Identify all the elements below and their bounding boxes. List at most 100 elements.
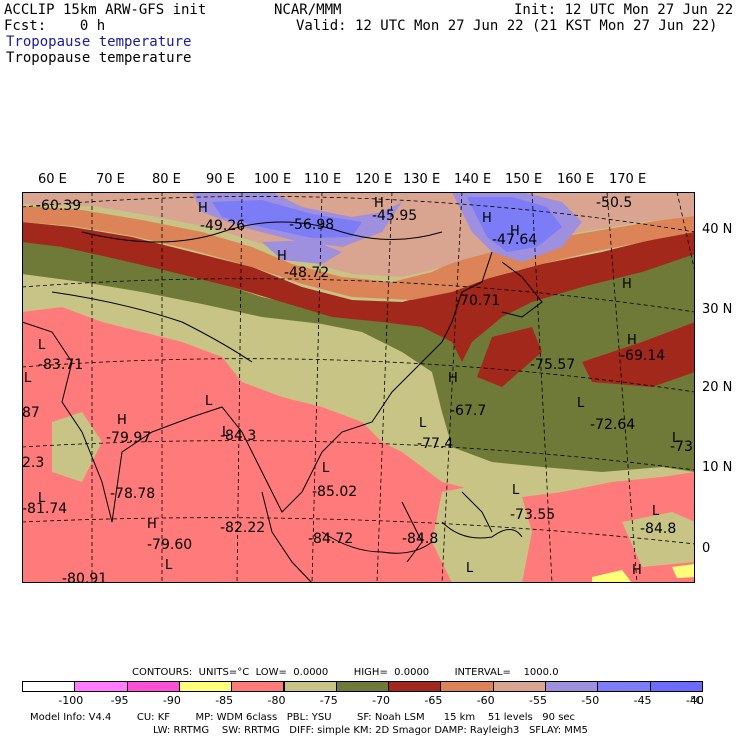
colorbar-label: -55 xyxy=(529,694,547,707)
colorbar-label: -40 xyxy=(685,694,704,707)
low-marker: L xyxy=(222,425,230,440)
temperature-label: -73.55 xyxy=(510,507,555,523)
colorbar-swatch xyxy=(74,681,128,692)
temperature-label: -84.8 xyxy=(402,531,438,547)
temperature-label: -75.57 xyxy=(530,357,575,373)
temperature-label: -79.60 xyxy=(147,537,192,553)
temperature-label: 2.3 xyxy=(22,455,44,471)
colorbar-label: -75 xyxy=(319,694,338,707)
forecast-hour: Fcst: 0 h xyxy=(4,18,106,34)
high-marker: H xyxy=(510,224,520,239)
colorbar-swatch xyxy=(22,681,76,692)
temperature-label: -67.7 xyxy=(450,403,486,419)
colorbar-swatch xyxy=(126,681,180,692)
low-marker: L xyxy=(165,558,173,573)
latitude-label: 10 N xyxy=(702,460,733,475)
colorbar-swatch xyxy=(231,681,285,692)
longitude-label: 140 E xyxy=(454,172,492,187)
field-title: Tropopause temperature xyxy=(6,50,192,66)
high-marker: H xyxy=(482,211,492,226)
colorbar-swatch xyxy=(492,681,546,692)
model-info-line: Model Info: V4.4 CU: KF MP: WDM 6class P… xyxy=(30,712,576,723)
high-marker: H xyxy=(622,277,632,292)
temperature-label: -45.95 xyxy=(372,208,417,224)
temperature-label: -73 xyxy=(670,439,693,455)
field-45-region xyxy=(212,200,362,238)
low-marker: L xyxy=(672,431,680,446)
longitude-label: 80 E xyxy=(152,172,181,187)
colorbar-swatch xyxy=(178,681,233,692)
temperature-label: -85.02 xyxy=(312,484,357,500)
colorbar-swatch xyxy=(545,681,599,692)
temperature-label: -84.8 xyxy=(640,521,676,537)
low-marker: L xyxy=(419,416,427,431)
temperature-label: -84.72 xyxy=(308,531,353,547)
longitude-label: 130 E xyxy=(403,172,441,187)
temperature-label: -48.72 xyxy=(284,265,329,281)
colorbar-label: -50 xyxy=(581,694,600,707)
colorbar-swatch xyxy=(388,681,442,692)
high-marker: H xyxy=(627,333,637,348)
longitude-label: 70 E xyxy=(96,172,125,187)
valid-time: Valid: 12 UTC Mon 27 Jun 22 (21 KST Mon … xyxy=(296,18,718,34)
low-marker: L xyxy=(322,461,330,476)
longitude-label: 110 E xyxy=(304,172,342,187)
colorbar-label: -95 xyxy=(110,694,129,707)
coastlines xyxy=(22,221,543,583)
colorbar-label: -85 xyxy=(215,694,234,707)
longitude-label: 150 E xyxy=(505,172,543,187)
temperature-label: -83.71 xyxy=(38,357,83,373)
field-65-region xyxy=(22,222,695,362)
high-marker: H xyxy=(147,517,157,532)
temperature-label: -72.64 xyxy=(590,417,635,433)
low-marker: L xyxy=(205,394,213,409)
temperature-label: -82.22 xyxy=(220,520,265,536)
longitude-label: 170 E xyxy=(609,172,647,187)
low-marker: L xyxy=(652,504,660,519)
temperature-label: -49.26 xyxy=(200,218,245,234)
longitude-label: 120 E xyxy=(355,172,393,187)
temperature-label: -78.78 xyxy=(110,486,155,502)
value-labels: -60.39 -49.26 -56.98 -45.95 -50.5 -47.64 -48.7… xyxy=(22,195,693,583)
latitude-label: 0 xyxy=(702,541,711,556)
temperature-label: -69.14 xyxy=(620,348,665,364)
center-label: NCAR/MMM xyxy=(274,2,342,18)
high-low-markers: H H H H H H H H H H H L L L L L L L L L L L L L xyxy=(24,196,680,578)
high-marker: H xyxy=(448,371,458,386)
high-marker: H xyxy=(277,249,287,264)
model-title: ACCLIP 15km ARW-GFS init xyxy=(4,2,207,18)
colorbar-swatch xyxy=(597,681,651,692)
colorbar-label: -80 xyxy=(267,694,286,707)
longitude-label: 160 E xyxy=(557,172,595,187)
colorbar-label: -45 xyxy=(633,694,652,707)
colorbar-label: -65 xyxy=(424,694,443,707)
colorbar-label: -90 xyxy=(162,694,181,707)
longitude-label: 100 E xyxy=(254,172,292,187)
colorbar-label: -60 xyxy=(476,694,495,707)
tropopause-temperature-map: -60.39 -49.26 -56.98 -45.95 -50.5 -47.64 -48.7… xyxy=(22,192,695,583)
latitude-label: 20 N xyxy=(702,380,733,395)
temperature-label: -50.5 xyxy=(596,195,632,211)
longitude-label: 90 E xyxy=(206,172,235,187)
high-marker: H xyxy=(632,563,642,578)
high-marker: H xyxy=(117,413,127,428)
field-85-region xyxy=(592,570,632,583)
temperature-label: -60.39 xyxy=(36,198,81,214)
colorbar-label: -100 xyxy=(58,694,84,707)
temperature-label: -81.74 xyxy=(22,501,67,517)
low-marker: L xyxy=(577,396,585,411)
low-marker: L xyxy=(24,371,32,386)
colorbar-swatch xyxy=(649,681,703,692)
map-frame xyxy=(22,192,695,583)
longitude-label: 60 E xyxy=(38,172,67,187)
temperature-label: -80.91 xyxy=(62,571,107,583)
low-marker: L xyxy=(38,338,46,353)
init-time: Init: 12 UTC Mon 27 Jun 22 xyxy=(514,2,734,18)
temperature-label: -70.71 xyxy=(455,293,500,309)
low-marker: L xyxy=(466,561,474,576)
colorbar-label: -70 xyxy=(372,694,391,707)
temperature-label: 87 xyxy=(22,405,40,421)
latitude-label: 30 N xyxy=(702,302,733,317)
field-title-blue: Tropopause temperature xyxy=(6,34,192,50)
latitude-label: 40 N xyxy=(702,222,733,237)
